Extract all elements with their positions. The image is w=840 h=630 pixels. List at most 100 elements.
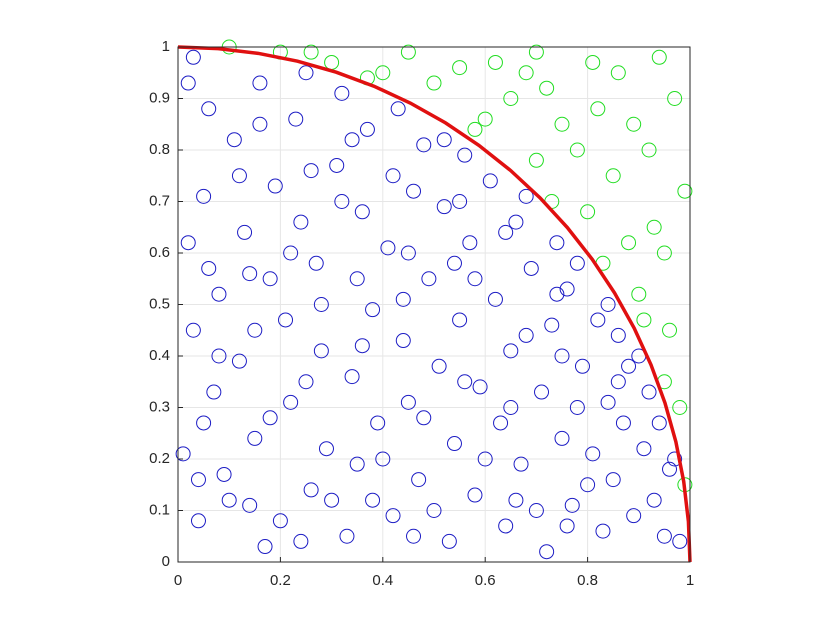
point [339,528,355,544]
point [185,49,201,65]
point [549,235,565,251]
y-tick-label: 0.1 [149,501,170,518]
point [477,111,493,127]
point [467,487,483,503]
point [626,116,642,132]
point [600,394,616,410]
point [226,132,242,148]
point [615,415,631,431]
point [554,348,570,364]
point [636,312,652,328]
point [395,291,411,307]
point [272,513,288,529]
x-tick-label: 0.2 [270,572,291,589]
point [400,245,416,261]
point [636,441,652,457]
point [574,358,590,374]
point [605,472,621,488]
y-tick-label: 0.6 [149,244,170,261]
point [190,513,206,529]
point [523,260,539,276]
point [247,430,263,446]
point [554,430,570,446]
point [406,183,422,199]
point [626,508,642,524]
point [528,152,544,168]
point [641,142,657,158]
point [431,358,447,374]
point [262,271,278,287]
point [288,111,304,127]
point [318,441,334,457]
point [385,508,401,524]
y-tick-label: 0.2 [149,450,170,467]
point [672,533,688,549]
point [667,451,683,467]
point [196,415,212,431]
point [549,286,565,302]
point [610,327,626,343]
point [308,255,324,271]
point [662,461,678,477]
point [554,116,570,132]
point [426,503,442,518]
point [452,312,468,328]
point [528,44,544,60]
point [303,482,319,498]
y-tick-label: 0 [162,553,170,570]
point [231,168,247,184]
point [595,523,611,539]
point [508,492,524,508]
point [349,271,365,287]
point [452,194,468,209]
point [641,384,657,400]
point [262,410,278,426]
point [359,121,375,137]
point [411,472,427,488]
point [426,75,442,91]
y-tick-label: 0.7 [149,192,170,209]
point [651,415,667,431]
point [559,281,575,297]
point [375,65,391,81]
point [237,224,253,240]
point [313,343,329,359]
point [421,271,437,287]
point [201,260,217,276]
point [400,394,416,410]
point [621,358,637,374]
point [564,497,580,513]
point [298,65,314,81]
point [487,54,503,70]
point [467,271,483,287]
point [662,322,678,338]
point [201,101,217,117]
point [196,188,212,204]
point [365,492,381,508]
point [656,245,672,261]
point [446,255,462,271]
point [544,317,560,333]
point [390,101,406,117]
point [344,132,360,148]
point [585,54,601,70]
point [677,183,693,199]
point [324,492,340,508]
point [416,137,432,153]
point [406,528,422,544]
point [477,451,493,467]
point [211,286,227,302]
point [344,369,360,385]
point [436,199,452,215]
point [621,235,637,251]
point [313,297,329,312]
point [334,194,350,209]
point [518,327,534,343]
x-tick-label: 0.4 [372,572,393,589]
point [600,297,616,312]
point [498,224,514,240]
point [513,456,529,472]
point [646,219,662,235]
point [569,400,585,415]
